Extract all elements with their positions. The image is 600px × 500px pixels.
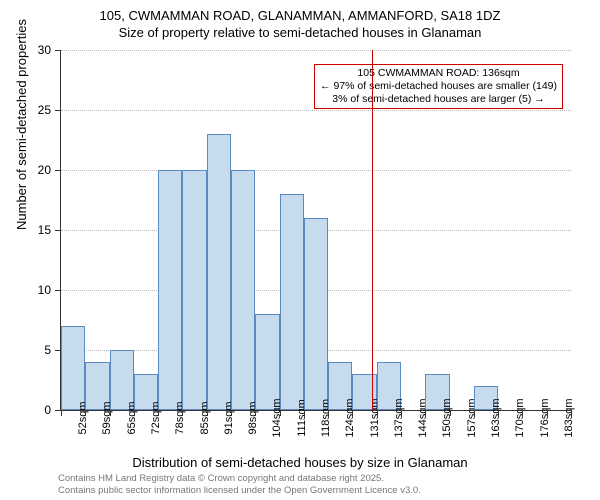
x-tick-label: 163sqm xyxy=(490,398,502,437)
x-tick xyxy=(498,410,499,416)
x-tick xyxy=(377,410,378,416)
bar xyxy=(158,170,182,410)
x-tick-label: 176sqm xyxy=(539,398,551,437)
footer-line2: Contains public sector information licen… xyxy=(58,485,421,496)
bar xyxy=(61,326,85,410)
footer-line1: Contains HM Land Registry data © Crown c… xyxy=(58,473,421,484)
x-tick xyxy=(134,410,135,416)
x-tick xyxy=(328,410,329,416)
footer-attribution: Contains HM Land Registry data © Crown c… xyxy=(58,473,421,496)
y-tick-label: 30 xyxy=(38,43,51,57)
bar xyxy=(207,134,231,410)
marker-line xyxy=(372,50,373,410)
bar xyxy=(304,218,328,410)
x-tick-label: 183sqm xyxy=(563,398,575,437)
x-tick xyxy=(425,410,426,416)
x-tick xyxy=(401,410,402,416)
bar xyxy=(182,170,206,410)
y-tick xyxy=(55,230,61,231)
x-tick xyxy=(571,410,572,416)
annotation-line: 105 CWMAMMAN ROAD: 136sqm xyxy=(320,67,557,80)
y-tick-label: 0 xyxy=(44,403,51,417)
grid-line xyxy=(61,50,571,51)
x-tick xyxy=(352,410,353,416)
chart-title: 105, CWMAMMAN ROAD, GLANAMMAN, AMMANFORD… xyxy=(0,0,600,42)
x-tick xyxy=(522,410,523,416)
y-tick xyxy=(55,290,61,291)
y-tick-label: 15 xyxy=(38,223,51,237)
grid-line xyxy=(61,110,571,111)
x-tick xyxy=(474,410,475,416)
x-tick xyxy=(158,410,159,416)
x-axis-title: Distribution of semi-detached houses by … xyxy=(0,455,600,470)
y-tick xyxy=(55,50,61,51)
bar xyxy=(280,194,304,410)
annotation-line: ← 97% of semi-detached houses are smalle… xyxy=(320,80,557,93)
y-tick-label: 25 xyxy=(38,103,51,117)
x-tick xyxy=(547,410,548,416)
y-axis-title: Number of semi-detached properties xyxy=(14,19,29,230)
title-line2: Size of property relative to semi-detach… xyxy=(0,25,600,42)
x-tick xyxy=(182,410,183,416)
bar xyxy=(231,170,255,410)
y-tick xyxy=(55,110,61,111)
x-tick xyxy=(255,410,256,416)
x-tick xyxy=(61,410,62,416)
x-tick-label: 150sqm xyxy=(441,398,453,437)
y-tick-label: 20 xyxy=(38,163,51,177)
y-tick xyxy=(55,170,61,171)
bar xyxy=(255,314,279,410)
x-tick xyxy=(450,410,451,416)
x-tick-label: 170sqm xyxy=(514,398,526,437)
plot-area: 105 CWMAMMAN ROAD: 136sqm← 97% of semi-d… xyxy=(60,50,571,411)
x-tick-label: 137sqm xyxy=(393,398,405,437)
title-line1: 105, CWMAMMAN ROAD, GLANAMMAN, AMMANFORD… xyxy=(0,8,600,25)
y-tick-label: 5 xyxy=(44,343,51,357)
x-tick xyxy=(231,410,232,416)
y-tick-label: 10 xyxy=(38,283,51,297)
x-tick xyxy=(85,410,86,416)
annotation-line: 3% of semi-detached houses are larger (5… xyxy=(320,93,557,106)
x-tick xyxy=(207,410,208,416)
x-tick xyxy=(280,410,281,416)
annotation-box: 105 CWMAMMAN ROAD: 136sqm← 97% of semi-d… xyxy=(314,64,563,109)
x-tick xyxy=(110,410,111,416)
x-tick xyxy=(304,410,305,416)
grid-line xyxy=(61,170,571,171)
